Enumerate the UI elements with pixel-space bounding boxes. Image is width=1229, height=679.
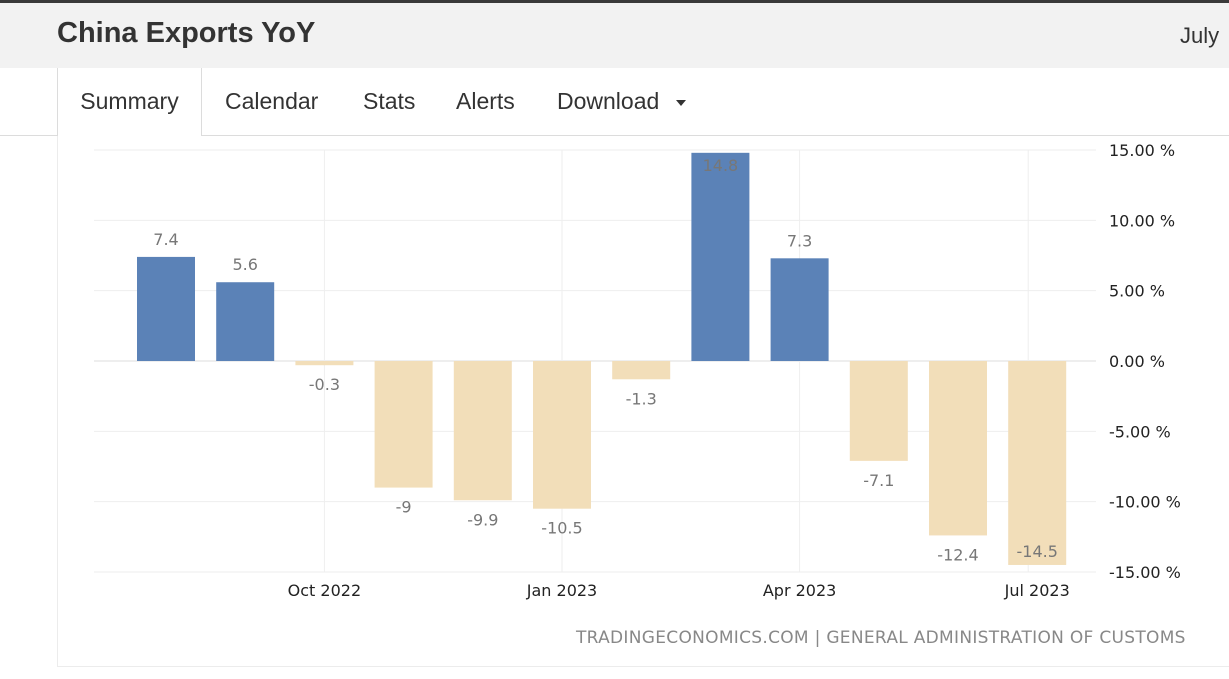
top-rule (0, 0, 1229, 3)
y-tick-label: 10.00 % (1109, 211, 1175, 230)
y-tick-label: -10.00 % (1109, 493, 1181, 512)
y-tick-label: -15.00 % (1109, 563, 1181, 582)
y-tick-label: 0.00 % (1109, 352, 1165, 371)
bar-apr-2023[interactable] (770, 258, 829, 361)
data-label: -0.3 (309, 375, 340, 394)
data-label: -14.5 (1016, 542, 1057, 561)
bar-dec-2022[interactable] (453, 361, 512, 501)
tab-stats[interactable]: Stats (363, 68, 415, 135)
data-label: 14.8 (703, 156, 739, 175)
data-label: 7.4 (153, 230, 178, 249)
x-tick-label: Apr 2023 (763, 581, 836, 600)
data-label: -1.3 (626, 389, 657, 408)
header-date: July (1180, 23, 1220, 48)
data-label: -10.5 (541, 519, 582, 538)
y-tick-label: 5.00 % (1109, 282, 1165, 301)
data-label: 5.6 (232, 255, 257, 274)
chart-panel (57, 136, 1229, 667)
x-tick-label: Jul 2023 (1004, 581, 1070, 600)
data-label: 7.3 (787, 231, 812, 250)
y-tick-label: -5.00 % (1109, 422, 1171, 441)
caret-down-icon (675, 99, 686, 106)
bar-nov-2022[interactable] (374, 361, 433, 488)
data-label: -9.9 (467, 510, 498, 529)
x-tick-label: Jan 2023 (526, 581, 597, 600)
source-credit: TRADINGECONOMICS.COM | GENERAL ADMINISTR… (576, 628, 1186, 648)
data-labels: 7.4 5.6 -0.3 -9 -9.9 -10.5 -1.3 14.8 7.3 -7.1 -12.… (153, 156, 1058, 565)
tab-calendar-label: Calendar (225, 88, 319, 114)
tab-calendar[interactable]: Calendar (225, 68, 318, 135)
tab-alerts-label: Alerts (456, 88, 515, 114)
bar-may-2023[interactable] (849, 361, 908, 461)
bar-jan-2023[interactable] (533, 361, 591, 509)
tab-summary[interactable]: Summary (57, 68, 202, 136)
tab-stats-label: Stats (363, 88, 416, 114)
bar-feb-2023[interactable] (612, 361, 671, 380)
page-header: China Exports YoY July (0, 3, 1229, 69)
tab-bar: Summary Calendar Stats Alerts Download (0, 68, 1229, 136)
x-axis-ticks: Oct 2022 Jan 2023 Apr 2023 Jul 2023 (288, 581, 1070, 600)
data-label: -12.4 (937, 545, 978, 564)
bar-aug-2022[interactable] (137, 256, 195, 361)
tab-alerts[interactable]: Alerts (456, 68, 515, 135)
page-title: China Exports YoY (57, 17, 316, 49)
bars (137, 152, 1067, 565)
bar-jun-2023[interactable] (929, 361, 987, 536)
data-label: -7.1 (863, 471, 894, 490)
bar-jul-2023[interactable] (1008, 361, 1067, 565)
y-axis-ticks: 15.00 % 10.00 % 5.00 % 0.00 % -5.00 % -10.00 … (1109, 141, 1181, 582)
bar-sep-2022[interactable] (216, 282, 275, 361)
tab-download[interactable]: Download (557, 68, 686, 135)
data-label: -9 (396, 498, 412, 517)
bar-mar-2023[interactable] (691, 152, 750, 361)
tab-download-label: Download (557, 88, 660, 114)
y-tick-label: 15.00 % (1109, 141, 1175, 160)
tab-summary-label: Summary (80, 88, 179, 114)
x-tick-label: Oct 2022 (288, 581, 361, 600)
bar-oct-2022[interactable] (295, 361, 354, 366)
